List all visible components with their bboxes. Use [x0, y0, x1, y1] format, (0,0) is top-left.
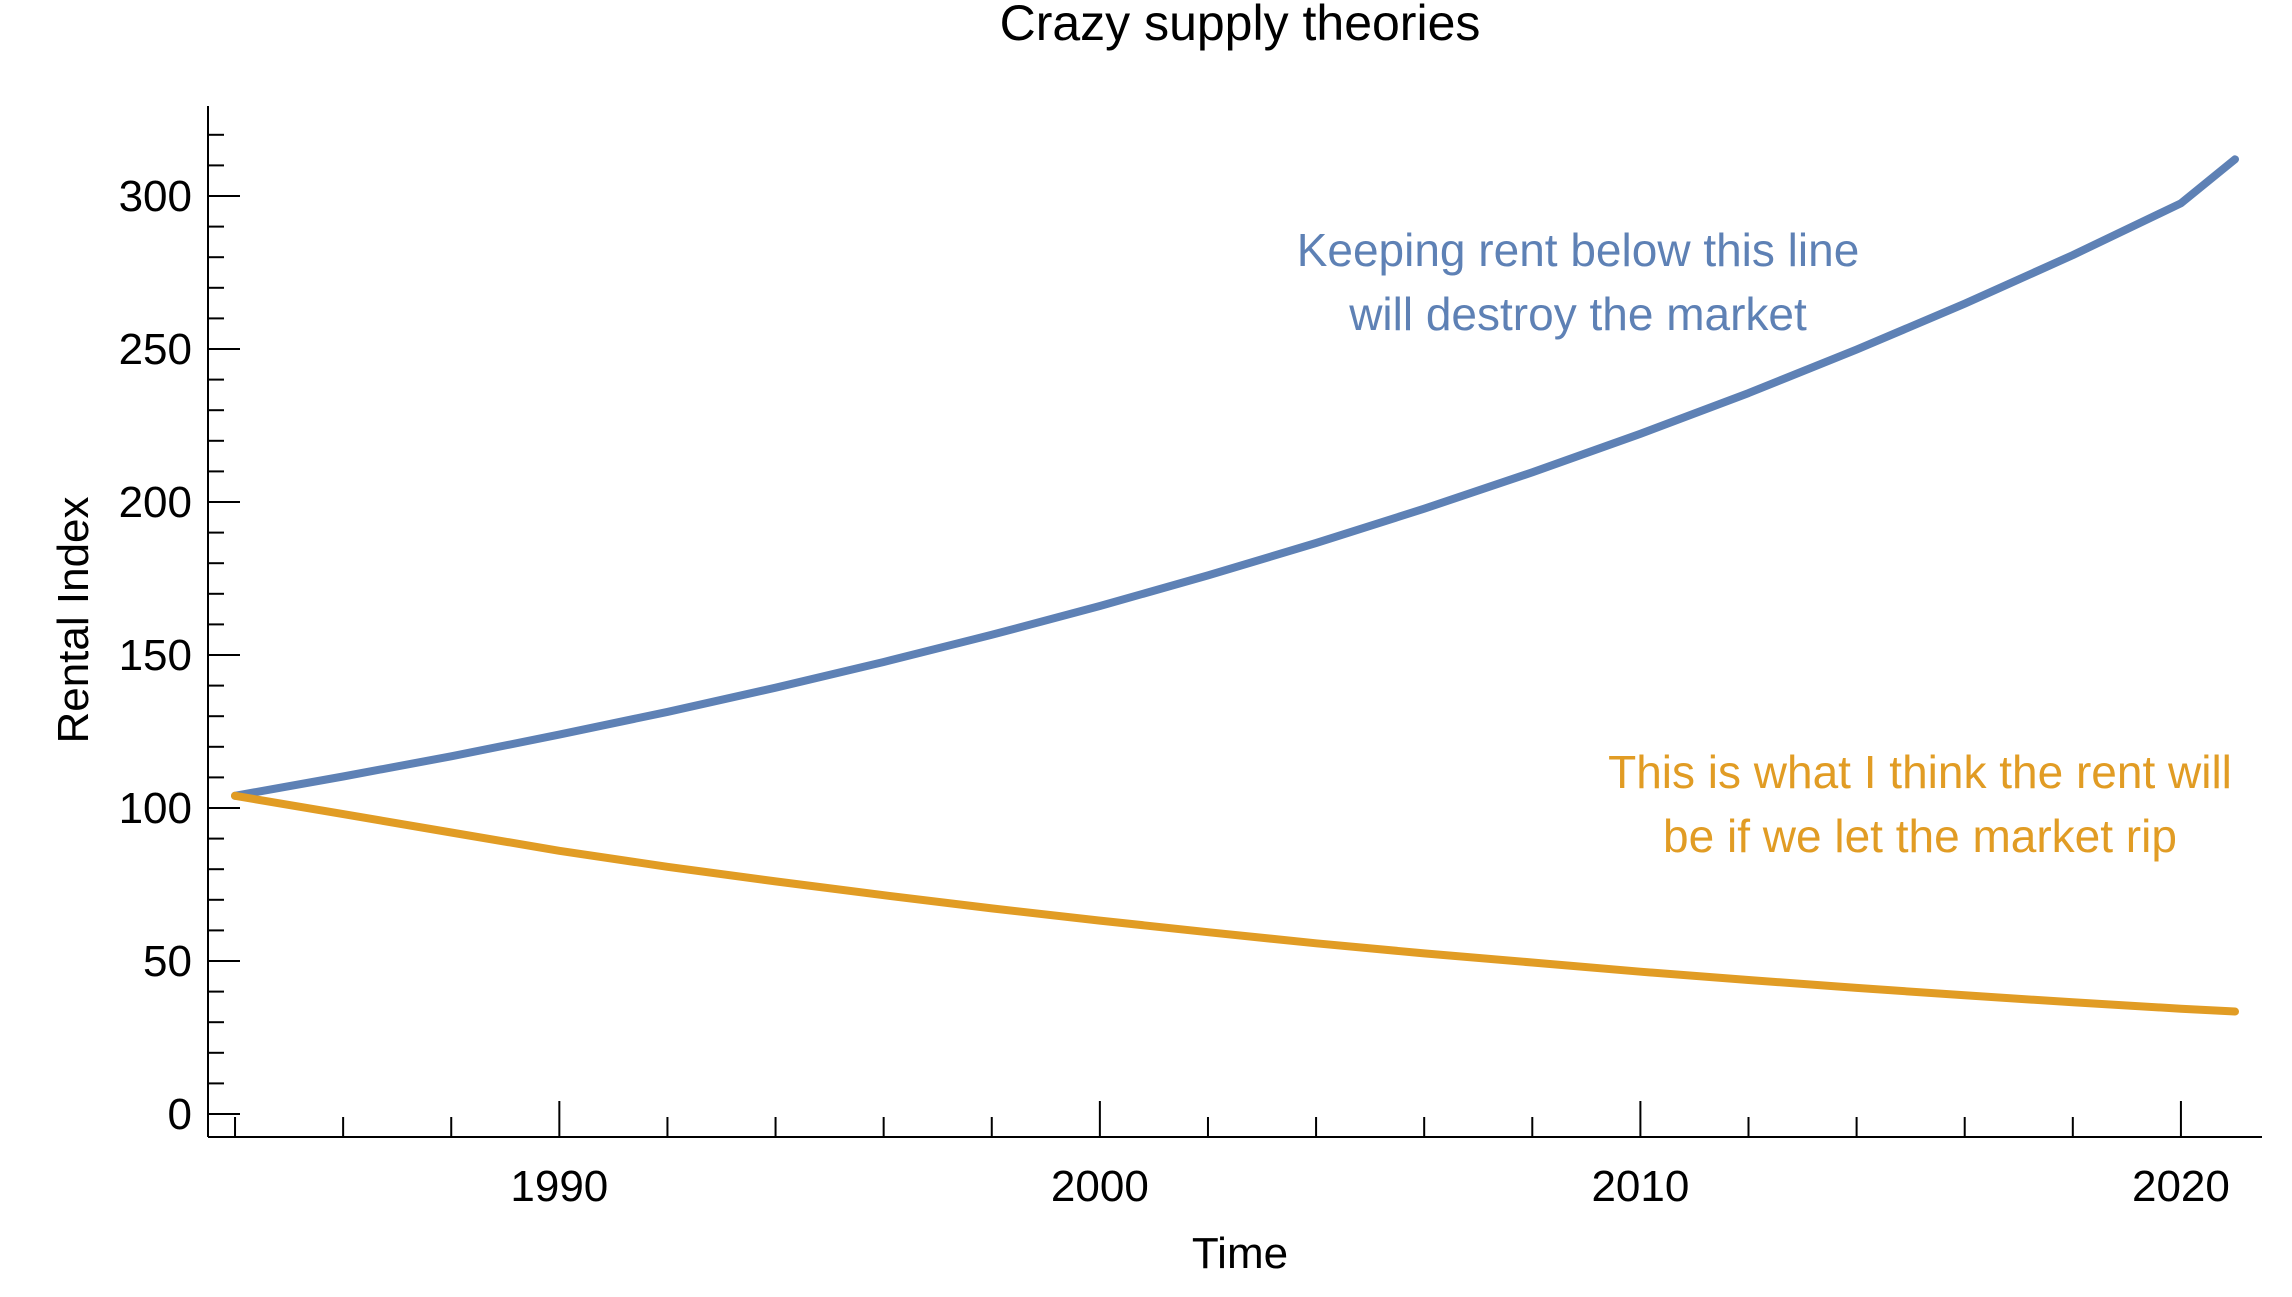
annotation-2-line-1: This is what I think the rent will: [1608, 746, 2232, 798]
y-tick-label: 250: [119, 325, 192, 374]
y-tick-label: 150: [119, 631, 192, 680]
series-line-2: [231, 791, 2239, 1016]
axes: 1990 2000 2010 2020 0 50 100 150 200 250 300: [119, 106, 2262, 1211]
x-tick-label: 1990: [510, 1162, 608, 1211]
annotation-2-line-2: be if we let the market rip: [1663, 810, 2177, 862]
annotation-layer: Keeping rent below this line will destroy…: [1297, 224, 2232, 862]
y-tick-label: 300: [119, 172, 192, 221]
series-layer: [231, 155, 2239, 1016]
y-axis-label: Rental Index: [49, 496, 98, 743]
x-tick-label: 2020: [2132, 1162, 2230, 1211]
annotation-1-line-2: will destroy the market: [1348, 288, 1807, 340]
x-axis-label: Time: [1192, 1229, 1288, 1278]
x-tick-label: 2000: [1051, 1162, 1149, 1211]
x-tick-label: 2010: [1591, 1162, 1689, 1211]
annotation-1-line-1: Keeping rent below this line: [1297, 224, 1860, 276]
y-tick-label: 50: [143, 937, 192, 986]
y-tick-label: 0: [168, 1090, 192, 1139]
chart-title: Crazy supply theories: [1000, 0, 1481, 51]
y-tick-label: 100: [119, 784, 192, 833]
y-tick-label: 200: [119, 478, 192, 527]
series-line-1: [231, 155, 2239, 800]
